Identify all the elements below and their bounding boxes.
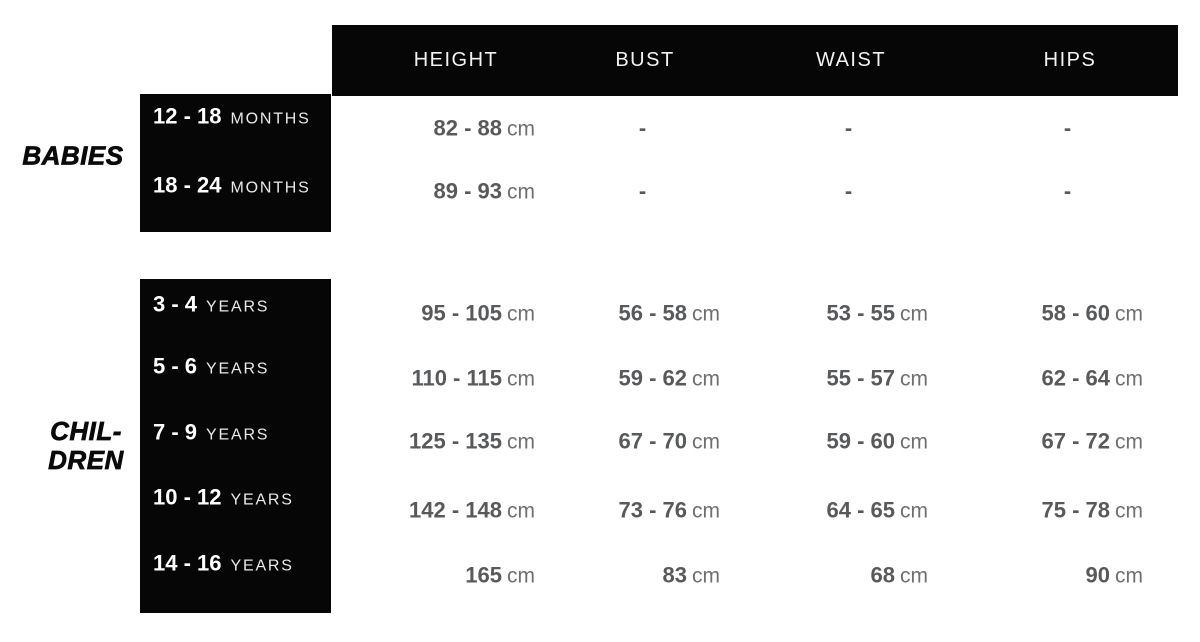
age-unit: YEARS [206,426,270,444]
waist-cell: - [844,115,853,141]
measure-row-18-24-months: 89 - 93 cm - - - [332,177,1178,210]
waist-cell: 59 - 60 cm [826,428,929,454]
header-cell-hips: HIPS [1043,49,1097,71]
header-cell-bust: BUST [615,49,675,71]
measure-row-12-18-months: 82 - 88 cm - - - [332,114,1178,147]
waist-cell: 68 cm [870,562,928,588]
age-range: 3 - 4 [153,291,198,317]
header-cell-height: HEIGHT [413,49,499,71]
age-unit: YEARS [230,491,294,509]
hips-cell: 62 - 64 cm [1041,365,1144,391]
waist-cell: - [844,178,853,204]
children-age-box: 3 - 4 YEARS 5 - 6 YEARS 7 - 9 YEARS 10 - 12… [140,279,331,613]
hips-cell: 90 cm [1085,562,1143,588]
height-cell: 82 - 88 cm [433,115,536,141]
age-row-12-18-months: 12 - 18 MONTHS [153,102,311,135]
group-label-babies: BABIES [22,140,124,171]
hips-cell: 67 - 72 cm [1041,428,1144,454]
height-cell: 142 - 148 cm [409,497,535,523]
age-row-3-4-years: 3 - 4 YEARS [153,290,269,323]
bust-cell: 59 - 62 cm [618,365,721,391]
age-unit: MONTHS [230,179,311,197]
group-label-children: CHIL- DREN [16,416,156,475]
age-row-7-9-years: 7 - 9 YEARS [153,418,269,451]
group-label-children-line1: CHIL- [50,416,122,446]
header-row: HEIGHT BUST WAIST HIPS [332,25,1178,96]
measure-row-14-16-years: 165 cm 83 cm 68 cm 90 cm [332,561,1178,594]
age-unit: YEARS [230,557,294,575]
age-range: 18 - 24 [153,172,222,198]
age-range: 12 - 18 [153,103,222,129]
hips-cell: - [1063,115,1072,141]
age-row-18-24-months: 18 - 24 MONTHS [153,171,311,204]
age-range: 10 - 12 [153,484,222,510]
bust-cell: - [638,115,647,141]
bust-cell: 83 cm [662,562,720,588]
group-label-children-line2: DREN [48,445,124,475]
measurements-grid: 82 - 88 cm - - - 89 - 93 cm - - - 95 - 105… [332,0,1178,642]
waist-cell: 53 - 55 cm [826,300,929,326]
waist-cell: 55 - 57 cm [826,365,929,391]
age-range: 7 - 9 [153,419,198,445]
height-cell: 110 - 115 cm [411,365,535,391]
age-row-14-16-years: 14 - 16 YEARS [153,549,294,582]
height-cell: 125 - 135 cm [409,428,535,454]
header-cell-waist: WAIST [815,49,887,71]
height-cell: 165 cm [465,562,535,588]
age-range: 5 - 6 [153,353,198,379]
measure-row-10-12-years: 142 - 148 cm 73 - 76 cm 64 - 65 cm 75 - 78 c… [332,496,1178,529]
age-unit: YEARS [206,298,270,316]
hips-cell: 75 - 78 cm [1041,497,1144,523]
bust-cell: 67 - 70 cm [618,428,721,454]
age-unit: YEARS [206,360,270,378]
hips-cell: 58 - 60 cm [1041,300,1144,326]
measure-row-3-4-years: 95 - 105 cm 56 - 58 cm 53 - 55 cm 58 - 60 cm [332,299,1178,332]
measure-row-5-6-years: 110 - 115 cm 59 - 62 cm 55 - 57 cm 62 - 64 c… [332,364,1178,397]
babies-age-box: 12 - 18 MONTHS 18 - 24 MONTHS [140,94,331,232]
age-row-5-6-years: 5 - 6 YEARS [153,352,269,385]
age-unit: MONTHS [230,110,311,128]
height-cell: 89 - 93 cm [433,178,536,204]
age-row-10-12-years: 10 - 12 YEARS [153,483,294,516]
waist-cell: 64 - 65 cm [826,497,929,523]
bust-cell: - [638,178,647,204]
height-cell: 95 - 105 cm [421,300,535,326]
hips-cell: - [1063,178,1072,204]
bust-cell: 56 - 58 cm [618,300,721,326]
measure-row-7-9-years: 125 - 135 cm 67 - 70 cm 59 - 60 cm 67 - 72 c… [332,427,1178,460]
age-range: 14 - 16 [153,550,222,576]
bust-cell: 73 - 76 cm [618,497,721,523]
